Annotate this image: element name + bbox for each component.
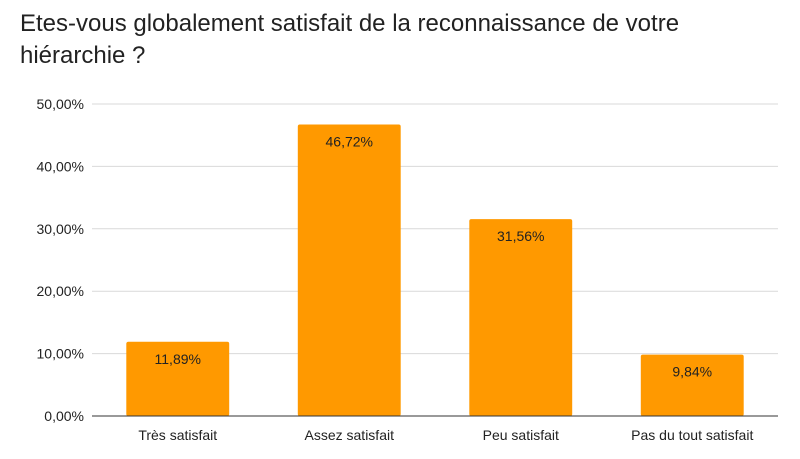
bar <box>297 124 401 417</box>
bars <box>126 124 744 417</box>
bar <box>469 219 573 416</box>
y-tick-label: 10,00% <box>37 346 84 362</box>
chart-title: Etes-vous globalement satisfait de la re… <box>20 10 680 69</box>
y-tick-label: 40,00% <box>37 158 84 174</box>
bar <box>640 354 744 416</box>
y-tick-label: 20,00% <box>37 283 84 299</box>
gridlines <box>92 103 778 355</box>
data-label: 46,72% <box>326 133 373 149</box>
data-label: 31,56% <box>497 228 544 244</box>
y-axis-tick-labels: 0,00% 10,00% 20,00% 30,00% 40,00% 50,00% <box>37 96 84 424</box>
bar <box>126 341 230 416</box>
y-tick-label: 30,00% <box>37 221 84 237</box>
y-tick-label: 50,00% <box>37 96 84 112</box>
x-tick-label: Peu satisfait <box>483 427 559 443</box>
x-tick-label: Pas du tout satisfait <box>631 427 753 443</box>
data-label: 9,84% <box>672 364 712 380</box>
y-tick-label: 0,00% <box>44 408 84 424</box>
x-axis-tick-labels: Très satisfait Assez satisfait Peu satisfa… <box>138 427 753 443</box>
x-tick-label: Assez satisfait <box>305 427 395 443</box>
data-labels: 11,89% 46,72% 31,56% 9,84% <box>155 133 713 379</box>
data-label: 11,89% <box>155 351 201 367</box>
x-tick-label: Très satisfait <box>138 427 217 443</box>
